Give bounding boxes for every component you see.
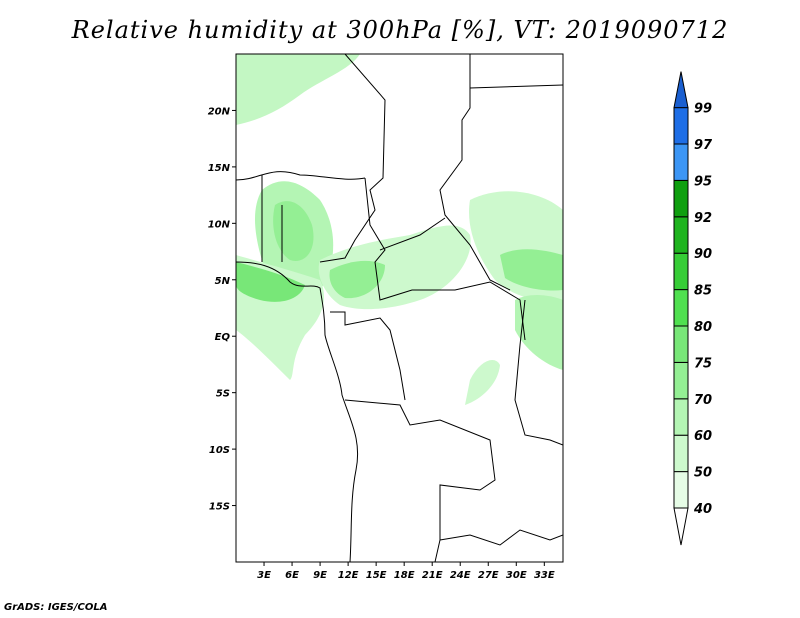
colorbar-segment [673,471,689,509]
humidity-blob-coast-core [236,262,305,302]
lat-label: 15N [208,163,231,174]
lon-label: 24E [450,570,471,581]
grads-credit: GrADS: IGES/COLA [4,602,108,613]
lon-label: 30E [506,570,527,581]
humidity-blob-east-core [500,249,563,291]
humidity-blob-northwest [236,54,360,125]
colorbar-segment [673,143,689,181]
humidity-blob-nigeria-core [273,201,314,261]
lat-label: 5N [215,276,231,287]
colorbar-label: 95 [694,174,712,189]
colorbar-segment [673,434,689,473]
lon-label: 12E [338,570,359,581]
lon-label: 27E [478,570,499,581]
colorbar-label: 99 [694,102,712,117]
lat-label: 15S [209,502,230,513]
colorbar-top-arrow [673,71,689,109]
map-frame [235,53,564,563]
lon-label: 3E [257,570,271,581]
colorbar: 40 50 60 70 75 80 85 90 92 95 97 99 [673,71,713,546]
colorbar-segment [673,252,689,291]
colorbar-label: 60 [694,429,712,444]
lon-label: 33E [534,570,555,581]
colorbar-label: 75 [694,356,712,371]
lon-label: 9E [313,570,327,581]
colorbar-segment [673,361,689,400]
colorbar-segment [673,325,689,363]
colorbar-bottom-arrow [673,507,689,546]
lon-label: 6E [285,570,299,581]
lat-label: 10N [208,219,231,230]
humidity-field [236,54,563,405]
lat-label: EQ [215,332,231,343]
colorbar-label: 40 [693,502,712,517]
lat-label: 10S [209,445,230,456]
country-borders [236,54,563,562]
humidity-blob-lakes [515,295,563,370]
lat-label: 20N [208,106,231,117]
chart-title: Relative humidity at 300hPa [%], VT: 201… [71,16,729,44]
colorbar-segment [673,107,689,145]
colorbar-segment [673,289,689,327]
colorbar-label: 70 [694,393,712,408]
colorbar-segment [673,398,689,436]
colorbar-label: 97 [694,138,713,153]
coastline [236,261,359,562]
colorbar-label: 90 [694,247,712,262]
lon-label: 18E [394,570,415,581]
colorbar-segment [673,179,689,218]
colorbar-label: 92 [694,211,712,226]
humidity-blob-south [465,360,500,405]
colorbar-segment [673,216,689,254]
colorbar-label: 85 [694,284,712,299]
lon-label: 15E [366,570,387,581]
colorbar-label: 80 [694,320,712,335]
lat-label: 5S [216,389,230,400]
lon-label: 21E [422,570,443,581]
humidity-blob-central-core [329,260,385,299]
colorbar-label: 50 [694,466,712,481]
